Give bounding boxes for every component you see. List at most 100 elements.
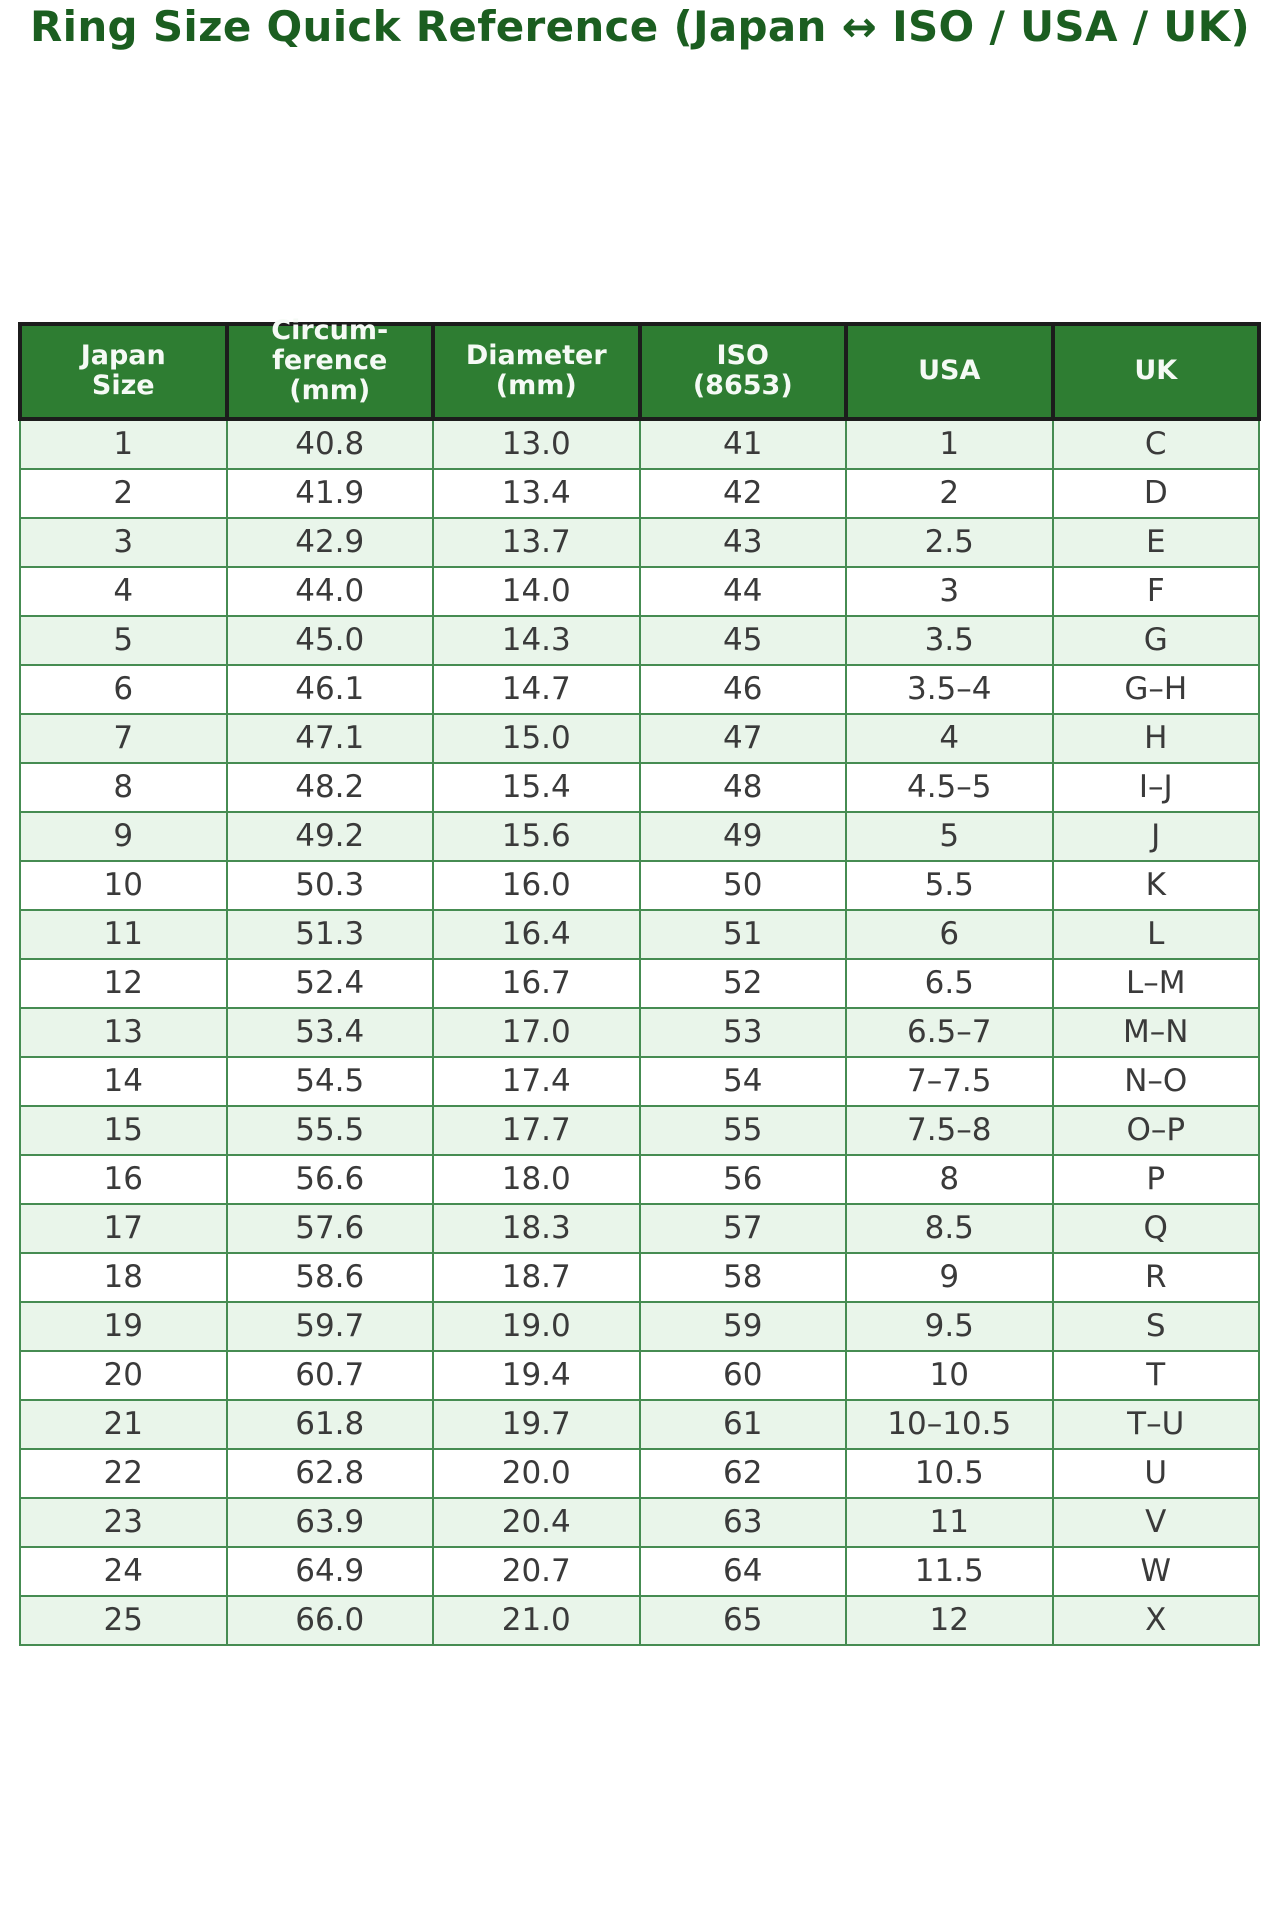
cell-diameter-mm: 13.0 [432,417,641,470]
table-header: Japan Size Circum- ference (mm) Diameter… [18,315,1261,421]
cell-uk: R [1051,1251,1260,1303]
cell-diameter-mm: 15.0 [432,712,641,764]
cell-uk: E [1051,516,1260,568]
cell-uk: D [1051,467,1260,519]
table-row: 24 64.9 20.7 64 11.5 W [19,1545,1260,1597]
cell-diameter-mm: 21.0 [432,1594,641,1646]
cell-usa: 10 [845,1349,1054,1401]
cell-diameter-mm: 13.7 [432,516,641,568]
table-row: 25 66.0 21.0 65 12 X [19,1594,1260,1646]
cell-japan-size: 5 [19,614,228,666]
cell-iso-8653: 50 [638,859,847,911]
cell-iso-8653: 60 [638,1349,847,1401]
cell-iso-8653: 54 [638,1055,847,1107]
cell-diameter-mm: 20.4 [432,1496,641,1548]
cell-japan-size: 6 [19,663,228,715]
cell-uk: T–U [1051,1398,1260,1450]
cell-iso-8653: 52 [638,957,847,1009]
cell-iso-8653: 56 [638,1153,847,1205]
cell-uk: T [1051,1349,1260,1401]
cell-circumference-mm: 47.1 [225,712,434,764]
cell-diameter-mm: 18.7 [432,1251,641,1303]
table-row: 14 54.5 17.4 54 7–7.5 N–O [19,1055,1260,1107]
cell-circumference-mm: 59.7 [225,1300,434,1352]
cell-usa: 11 [845,1496,1054,1548]
table-row: 12 52.4 16.7 52 6.5 L–M [19,957,1260,1009]
cell-uk: V [1051,1496,1260,1548]
cell-diameter-mm: 13.4 [432,467,641,519]
cell-usa: 8 [845,1153,1054,1205]
cell-iso-8653: 46 [638,663,847,715]
cell-japan-size: 24 [19,1545,228,1597]
cell-japan-size: 8 [19,761,228,813]
cell-diameter-mm: 14.3 [432,614,641,666]
table-row: 16 56.6 18.0 56 8 P [19,1153,1260,1205]
col-header-japan-size-label: Japan Size [80,340,166,402]
col-header-circumference-mm: Circum- ference (mm) [224,315,435,421]
cell-circumference-mm: 52.4 [225,957,434,1009]
table-row: 15 55.5 17.7 55 7.5–8 O–P [19,1104,1260,1156]
table-row: 18 58.6 18.7 58 9 R [19,1251,1260,1303]
cell-circumference-mm: 62.8 [225,1447,434,1499]
cell-circumference-mm: 53.4 [225,1006,434,1058]
cell-usa: 1 [845,417,1054,470]
cell-japan-size: 2 [19,467,228,519]
cell-japan-size: 7 [19,712,228,764]
col-header-uk-label: UK [1134,355,1178,387]
cell-diameter-mm: 19.0 [432,1300,641,1352]
cell-circumference-mm: 45.0 [225,614,434,666]
cell-circumference-mm: 46.1 [225,663,434,715]
cell-uk: S [1051,1300,1260,1352]
cell-uk: X [1051,1594,1260,1646]
cell-circumference-mm: 50.3 [225,859,434,911]
cell-japan-size: 16 [19,1153,228,1205]
cell-circumference-mm: 56.6 [225,1153,434,1205]
cell-circumference-mm: 48.2 [225,761,434,813]
cell-uk: M–N [1051,1006,1260,1058]
col-header-usa: USA [844,322,1055,421]
table-row: 2 41.9 13.4 42 2 D [19,467,1260,519]
cell-diameter-mm: 17.7 [432,1104,641,1156]
cell-japan-size: 21 [19,1398,228,1450]
cell-uk: N–O [1051,1055,1260,1107]
table-row: 9 49.2 15.6 49 5 J [19,810,1260,862]
cell-circumference-mm: 58.6 [225,1251,434,1303]
cell-usa: 12 [845,1594,1054,1646]
cell-circumference-mm: 54.5 [225,1055,434,1107]
cell-japan-size: 1 [19,417,228,470]
cell-iso-8653: 63 [638,1496,847,1548]
cell-japan-size: 4 [19,565,228,617]
cell-diameter-mm: 14.7 [432,663,641,715]
col-header-iso-8653: ISO (8653) [637,322,848,421]
cell-diameter-mm: 18.3 [432,1202,641,1254]
cell-circumference-mm: 42.9 [225,516,434,568]
cell-diameter-mm: 20.0 [432,1447,641,1499]
cell-uk: J [1051,810,1260,862]
cell-iso-8653: 42 [638,467,847,519]
col-header-iso-8653-label: ISO (8653) [692,340,793,402]
cell-circumference-mm: 55.5 [225,1104,434,1156]
table-row: 5 45.0 14.3 45 3.5 G [19,614,1260,666]
cell-usa: 4 [845,712,1054,764]
cell-iso-8653: 53 [638,1006,847,1058]
cell-usa: 4.5–5 [845,761,1054,813]
cell-usa: 5 [845,810,1054,862]
cell-circumference-mm: 41.9 [225,467,434,519]
col-header-usa-label: USA [918,355,981,387]
table-row: 7 47.1 15.0 47 4 H [19,712,1260,764]
cell-diameter-mm: 16.4 [432,908,641,960]
table-body: 1 40.8 13.0 41 1 C 2 41.9 13.4 42 2 D 3 42.9 13.7 43 2.5… [19,417,1260,1646]
cell-circumference-mm: 49.2 [225,810,434,862]
col-header-japan-size: Japan Size [18,322,229,421]
ring-size-table: Japan Size Circum- ference (mm) Diameter… [18,315,1261,1646]
cell-circumference-mm: 60.7 [225,1349,434,1401]
cell-iso-8653: 62 [638,1447,847,1499]
cell-circumference-mm: 63.9 [225,1496,434,1548]
cell-circumference-mm: 57.6 [225,1202,434,1254]
page-title: Ring Size Quick Reference (Japan ↔ ISO /… [30,2,1251,51]
cell-circumference-mm: 64.9 [225,1545,434,1597]
cell-iso-8653: 58 [638,1251,847,1303]
cell-japan-size: 22 [19,1447,228,1499]
cell-iso-8653: 57 [638,1202,847,1254]
cell-japan-size: 20 [19,1349,228,1401]
